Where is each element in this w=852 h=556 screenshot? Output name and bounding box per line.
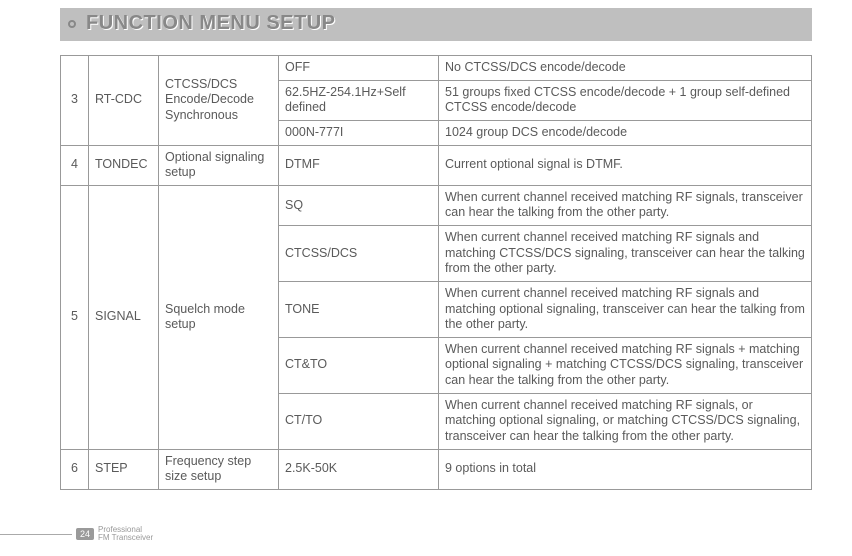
- row-detail: Current optional signal is DTMF.: [439, 145, 812, 185]
- footer-line2: FM Transceiver: [98, 534, 153, 542]
- header-bullet-icon: [68, 20, 76, 28]
- row-detail: When current channel received matching R…: [439, 337, 812, 393]
- row-option: SQ: [279, 185, 439, 225]
- table-row: 3 RT-CDC CTCSS/DCS Encode/Decode Synchro…: [61, 56, 812, 81]
- row-detail: When current channel received matching R…: [439, 226, 812, 282]
- table-row: 4 TONDEC Optional signaling setup DTMF C…: [61, 145, 812, 185]
- row-option: CT/TO: [279, 393, 439, 449]
- footer-rule: [0, 534, 72, 535]
- row-option: 000N-777I: [279, 120, 439, 145]
- row-name: RT-CDC: [89, 56, 159, 146]
- section-header: FUNCTION MENU SETUP: [60, 8, 812, 41]
- row-number: 4: [61, 145, 89, 185]
- row-detail: 9 options in total: [439, 449, 812, 489]
- row-detail: No CTCSS/DCS encode/decode: [439, 56, 812, 81]
- row-option: CT&TO: [279, 337, 439, 393]
- page-footer: 24 Professional FM Transceiver: [0, 526, 153, 542]
- row-desc: Squelch mode setup: [159, 185, 279, 449]
- row-number: 5: [61, 185, 89, 449]
- row-detail: 51 groups fixed CTCSS encode/decode + 1 …: [439, 80, 812, 120]
- row-option: OFF: [279, 56, 439, 81]
- page-number-badge: 24: [76, 528, 94, 540]
- row-name: TONDEC: [89, 145, 159, 185]
- row-name: SIGNAL: [89, 185, 159, 449]
- table-row: 6 STEP Frequency step size setup 2.5K-50…: [61, 449, 812, 489]
- row-option: DTMF: [279, 145, 439, 185]
- row-option: CTCSS/DCS: [279, 226, 439, 282]
- section-title: FUNCTION MENU SETUP: [86, 12, 336, 35]
- row-number: 3: [61, 56, 89, 146]
- row-option: 2.5K-50K: [279, 449, 439, 489]
- row-desc: CTCSS/DCS Encode/Decode Synchronous: [159, 56, 279, 146]
- row-name: STEP: [89, 449, 159, 489]
- function-menu-table: 3 RT-CDC CTCSS/DCS Encode/Decode Synchro…: [60, 55, 812, 490]
- row-detail: 1024 group DCS encode/decode: [439, 120, 812, 145]
- row-desc: Frequency step size setup: [159, 449, 279, 489]
- footer-text: Professional FM Transceiver: [98, 526, 153, 542]
- row-number: 6: [61, 449, 89, 489]
- row-detail: When current channel received matching R…: [439, 281, 812, 337]
- row-detail: When current channel received matching R…: [439, 185, 812, 225]
- row-option: TONE: [279, 281, 439, 337]
- row-detail: When current channel received matching R…: [439, 393, 812, 449]
- row-desc: Optional signaling setup: [159, 145, 279, 185]
- table-row: 5 SIGNAL Squelch mode setup SQ When curr…: [61, 185, 812, 225]
- row-option: 62.5HZ-254.1Hz+Self defined: [279, 80, 439, 120]
